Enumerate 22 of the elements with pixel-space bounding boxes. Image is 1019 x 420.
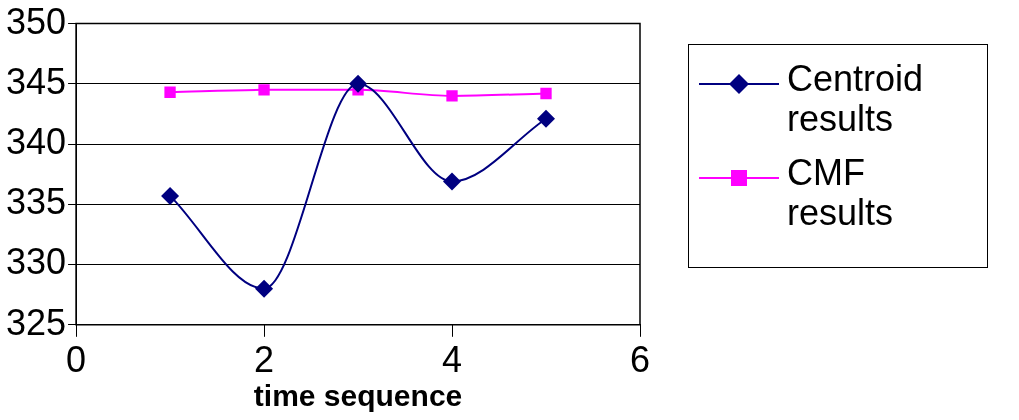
x-axis-title: time sequence xyxy=(253,379,463,413)
y-tick-label: 325 xyxy=(5,301,67,343)
x-tick-label: 6 xyxy=(629,339,651,381)
point xyxy=(537,109,556,128)
x-tick-label: 2 xyxy=(254,339,275,381)
point xyxy=(255,279,274,298)
y-tick-label: 335 xyxy=(5,181,67,223)
point xyxy=(161,186,180,205)
x-tick-label: 0 xyxy=(66,339,87,381)
point xyxy=(443,172,462,191)
point xyxy=(540,87,552,100)
point xyxy=(349,74,368,93)
y-tick-label: 350 xyxy=(5,0,67,42)
legend-label: Centroid results xyxy=(787,58,925,139)
point xyxy=(446,90,458,102)
y-tick-label: 345 xyxy=(5,60,67,102)
point xyxy=(164,86,176,98)
point xyxy=(258,84,270,96)
y-tick-label: 330 xyxy=(5,241,67,283)
x-tick-label: 4 xyxy=(442,339,463,381)
legend-label: CMF results xyxy=(787,152,895,233)
y-tick-label: 340 xyxy=(5,121,67,162)
